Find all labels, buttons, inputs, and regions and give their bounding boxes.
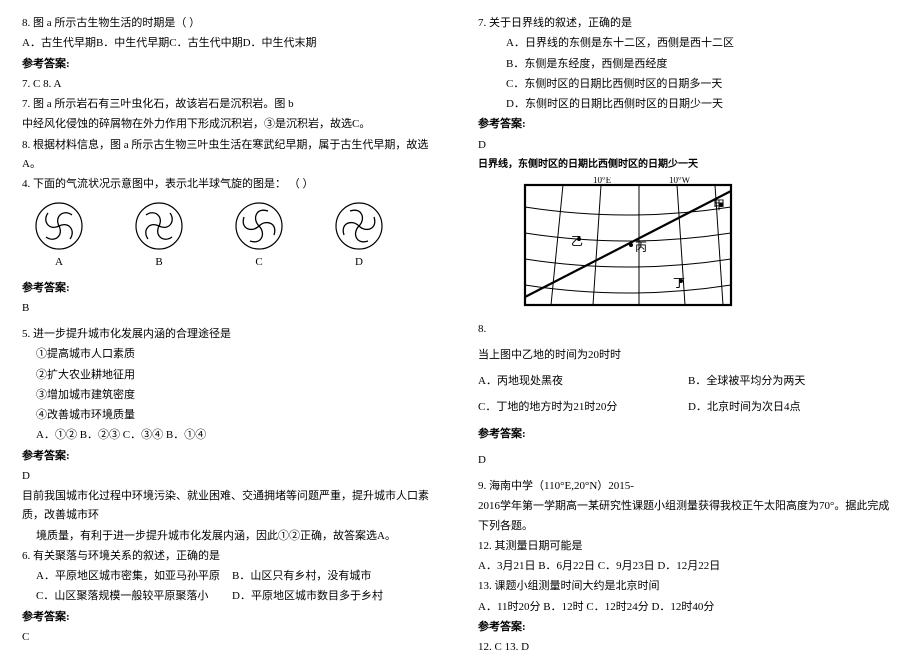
answer-heading-1: 参考答案: [22,55,440,74]
answer-heading-4: 参考答案: [22,608,440,627]
q7-d: D．东侧时区的日期比西侧时区的日期少一天 [478,95,896,114]
explain-5a: 目前我国城市化过程中环境污染、就业困难、交通拥堵等问题严重，提升城市人口素质，改… [22,487,440,526]
answer-5: D [22,467,440,486]
map-label-bing: 丙 [635,240,647,254]
answer-12-13: 12. C 13. D [478,638,896,657]
q5-options: A．①② B．②③ C．③④ B．①④ [22,426,440,445]
q7-c: C．东侧时区的日期比西侧时区的日期多一天 [478,75,896,94]
q6-d: D．平原地区城市数目多于乡村 [232,587,383,606]
q8a-stem: 8. 图 a 所示古生物生活的时期是（ ） [22,14,440,33]
answer-4: B [22,299,440,318]
q8n-a: A．丙地现处黑夜 [478,372,688,391]
map-label-10e: 10°E [593,177,612,185]
map-diagram: 10°E 10°W 甲 乙 丙 丁 [523,177,733,319]
q8n-row2: C．丁地的地方时为21时20分 D．北京时间为次日4点 [478,398,896,418]
q13-options: A．11时20分 B．12时 C．12时24分 D．12时40分 [478,598,896,617]
q8n-stem: 当上图中乙地的时间为20时时 [478,346,896,365]
q6-c: C．山区聚落规模一般较平原聚落小 [22,587,232,606]
q6-a: A．平原地区城市密集，如亚马孙平原 [22,567,232,586]
label-b: B [134,253,184,272]
q4-stem: 4. 下面的气流状况示意图中，表示北半球气旋的图是： （ ） [22,175,440,194]
answer-6: C [22,628,440,647]
spiral-labels: A B C D [22,253,440,272]
q8a-options: A．古生代早期B．中生代早期C．古生代中期D．中生代末期 [22,34,440,53]
label-c: C [234,253,284,272]
explain-7b: 中经风化侵蚀的碎屑物在外力作用下形成沉积岩，③是沉积岩，故选C。 [22,115,440,134]
q5-opt1: ①提高城市人口素质 [22,345,440,364]
page: 8. 图 a 所示古生物生活的时期是（ ） A．古生代早期B．中生代早期C．古生… [0,0,920,651]
q6-row2: C．山区聚落规模一般较平原聚落小 D．平原地区城市数目多于乡村 [22,587,440,607]
right-column: 7. 关于日界线的叙述，正确的是 A．日界线的东侧是东十二区，西侧是西十二区 B… [460,0,920,651]
q5-opt3: ③增加城市建筑密度 [22,386,440,405]
q12-options: A．3月21日 B．6月22日 C．9月23日 D．12月22日 [478,557,896,576]
answer-heading-5: 参考答案: [478,115,896,134]
answer-heading-6: 参考答案: [478,425,896,444]
label-a: A [34,253,84,272]
q9-a: 9. 海南中学（110°E,20°N）2015- [478,477,896,496]
spiral-b [134,201,184,251]
map-label-ding: 丁 [673,276,685,290]
q6-b: B．山区只有乡村，没有城市 [232,567,371,586]
q9-b: 2016学年第一学期高一某研究性课题小组测量获得我校正午太阳高度为70°。据此完… [478,497,896,536]
label-d: D [334,253,384,272]
spiral-diagram-row [22,195,440,253]
spiral-d [334,201,384,251]
explain-7a: 7. 图 a 所示岩石有三叶虫化石，故该岩石是沉积岩。图 b [22,95,440,114]
q8n-c: C．丁地的地方时为21时20分 [478,398,688,417]
spiral-a [34,201,84,251]
q7-a: A．日界线的东侧是东十二区，西侧是西十二区 [478,34,896,53]
q12-stem: 12. 其测量日期可能是 [478,537,896,556]
q7-b: B．东侧是东经度，西侧是西经度 [478,55,896,74]
q8n-num: 8. [478,320,896,339]
q5-opt2: ②扩大农业耕地征用 [22,366,440,385]
answer-heading-2: 参考答案: [22,279,440,298]
q5-stem: 5. 进一步提升城市化发展内涵的合理途径是 [22,325,440,344]
note-7: 日界线，东侧时区的日期比西侧时区的日期少一天 [478,156,896,174]
map-label-yi: 乙 [571,234,583,248]
answer-7: D [478,136,896,155]
answer-8n: D [478,451,896,470]
q8n-b: B．全球被平均分为两天 [688,372,805,391]
left-column: 8. 图 a 所示古生物生活的时期是（ ） A．古生代早期B．中生代早期C．古生… [0,0,460,651]
q8n-d: D．北京时间为次日4点 [688,398,800,417]
answer-heading-3: 参考答案: [22,447,440,466]
explain-5b: 境质量，有利于进一步提升城市化发展内涵，因此①②正确，故答案选A。 [22,527,440,546]
q6-row1: A．平原地区城市密集，如亚马孙平原 B．山区只有乡村，没有城市 [22,567,440,587]
map-label-10w: 10°W [669,177,691,185]
answer-heading-7: 参考答案: [478,618,896,637]
q7-stem: 7. 关于日界线的叙述，正确的是 [478,14,896,33]
explain-8: 8. 根据材料信息，图 a 所示古生物三叶虫生活在寒武纪早期，属于古生代早期，故… [22,136,440,175]
spiral-c [234,201,284,251]
q13-stem: 13. 课题小组测量时间大约是北京时间 [478,577,896,596]
q6-stem: 6. 有关聚落与环境关系的叙述，正确的是 [22,547,440,566]
q5-opt4: ④改善城市环境质量 [22,406,440,425]
q8n-row1: A．丙地现处黑夜 B．全球被平均分为两天 [478,372,896,392]
answer-7-8: 7. C 8. A [22,75,440,94]
